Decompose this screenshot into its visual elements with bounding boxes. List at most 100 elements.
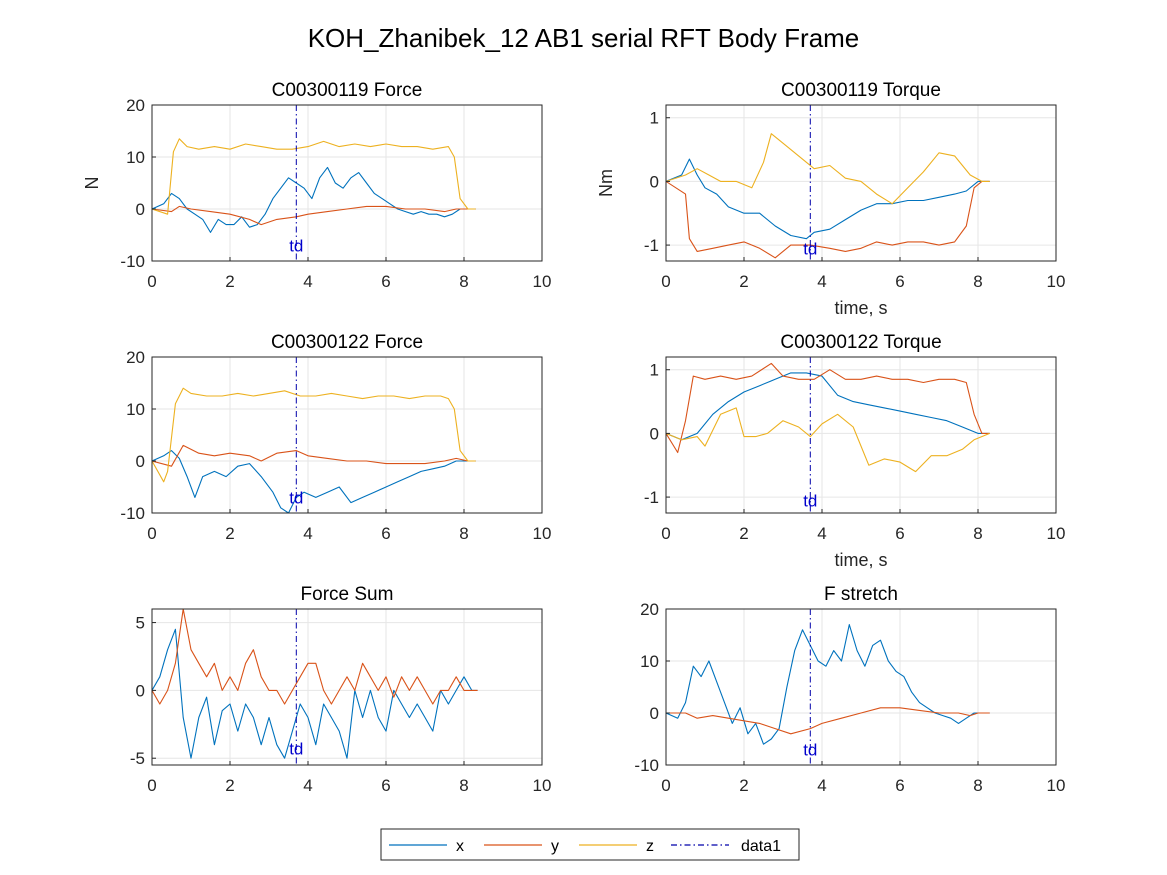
x-tick-label: 6 — [895, 524, 904, 543]
x-axis-label: time, s — [834, 298, 887, 318]
td-label: td — [289, 740, 303, 759]
y-tick-label: 0 — [136, 452, 145, 471]
axes-box — [151, 356, 543, 514]
subplot-title: C00300119 Torque — [781, 80, 941, 101]
legend-label-y: y — [551, 838, 559, 855]
x-tick-label: 8 — [459, 524, 468, 543]
x-tick-label: 6 — [381, 776, 390, 795]
plot-lines — [152, 357, 476, 513]
series-line-x — [666, 624, 990, 745]
series-line-z — [666, 133, 990, 205]
x-tick-label: 4 — [303, 272, 312, 291]
plot-area — [152, 609, 542, 765]
series-line-x — [666, 372, 990, 441]
y-tick-label: -5 — [130, 749, 145, 768]
y-tick-label: -1 — [644, 236, 659, 255]
x-tick-label: 0 — [661, 776, 670, 795]
y-tick-label: 1 — [650, 361, 659, 380]
plot-lines — [666, 357, 990, 513]
plot-area — [666, 357, 1056, 513]
y-tick-label: 0 — [650, 172, 659, 191]
legend-label-z: z — [646, 838, 654, 855]
subplot-title: Force Sum — [301, 584, 394, 605]
x-tick-label: 8 — [973, 272, 982, 291]
plot-area — [666, 105, 1056, 261]
x-tick-label: 0 — [661, 524, 670, 543]
x-tick-label: 8 — [459, 272, 468, 291]
legend-label-data1: data1 — [741, 838, 781, 855]
plot-lines — [666, 609, 990, 765]
series-line-x — [152, 628, 478, 759]
x-tick-label: 8 — [973, 524, 982, 543]
series-line-x — [152, 450, 476, 513]
plot-area — [152, 357, 542, 513]
series-line-x — [666, 158, 990, 240]
td-label: td — [289, 236, 303, 255]
x-tick-label: 0 — [147, 272, 156, 291]
y-tick-label: 0 — [136, 200, 145, 219]
x-tick-label: 8 — [973, 776, 982, 795]
plot-lines — [152, 105, 476, 261]
series-line-y — [666, 707, 990, 735]
plot-lines — [666, 105, 990, 261]
x-tick-label: 2 — [739, 524, 748, 543]
y-tick-label: -10 — [634, 756, 659, 775]
figure-title: KOH_Zhanibek_12 AB1 serial RFT Body Fram… — [308, 23, 860, 53]
y-tick-label: 20 — [640, 600, 659, 619]
y-tick-label: 10 — [126, 148, 145, 167]
legend-label-x: x — [456, 838, 464, 855]
subplot-title: C00300122 Force — [271, 332, 423, 353]
subplot-title: C00300119 Force — [272, 80, 423, 101]
subplot-title: C00300122 Torque — [780, 332, 941, 353]
y-tick-label: 1 — [650, 109, 659, 128]
x-tick-label: 0 — [147, 776, 156, 795]
x-tick-label: 8 — [459, 776, 468, 795]
series-line-y — [152, 205, 476, 226]
y-tick-label: 0 — [136, 681, 145, 700]
x-tick-label: 4 — [303, 776, 312, 795]
axes-box — [151, 104, 543, 262]
axes-box — [665, 104, 1057, 262]
td-label: td — [803, 239, 817, 258]
y-tick-label: 10 — [126, 400, 145, 419]
y-tick-label: 20 — [126, 348, 145, 367]
axes-box — [665, 356, 1057, 514]
x-tick-label: 6 — [381, 524, 390, 543]
x-tick-label: 6 — [895, 776, 904, 795]
y-axis-label: Nm — [596, 169, 616, 197]
plot-lines — [152, 609, 478, 765]
series-line-z — [152, 138, 476, 215]
y-tick-label: 0 — [650, 704, 659, 723]
series-line-z — [152, 387, 476, 483]
x-tick-label: 2 — [739, 272, 748, 291]
td-label: td — [803, 491, 817, 510]
series-line-y — [666, 362, 990, 454]
x-tick-label: 4 — [817, 776, 826, 795]
x-tick-label: 10 — [1047, 272, 1066, 291]
x-tick-label: 4 — [817, 272, 826, 291]
x-tick-label: 4 — [817, 524, 826, 543]
x-tick-label: 2 — [739, 776, 748, 795]
axes-box — [151, 608, 543, 766]
y-tick-label: 10 — [640, 652, 659, 671]
legend: x y z data1 — [380, 828, 800, 861]
x-tick-label: 6 — [381, 272, 390, 291]
x-tick-label: 6 — [895, 272, 904, 291]
y-tick-label: -10 — [120, 252, 145, 271]
x-tick-label: 0 — [661, 272, 670, 291]
y-tick-label: -10 — [120, 504, 145, 523]
x-tick-label: 2 — [225, 272, 234, 291]
x-axis-label: time, s — [834, 550, 887, 570]
x-tick-label: 2 — [225, 776, 234, 795]
series-line-x — [152, 166, 476, 233]
x-tick-label: 10 — [533, 524, 552, 543]
subplot-title: F stretch — [824, 584, 898, 605]
y-tick-label: -1 — [644, 488, 659, 507]
series-line-z — [666, 407, 990, 473]
